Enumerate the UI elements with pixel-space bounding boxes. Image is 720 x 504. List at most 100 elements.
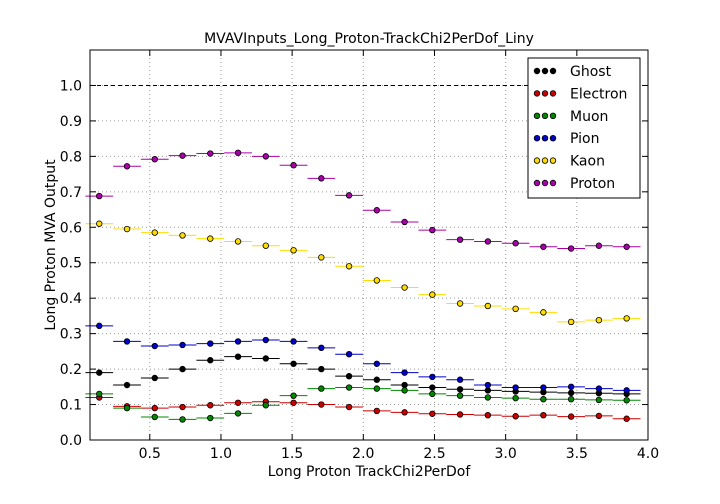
data-point — [207, 340, 214, 347]
data-point — [262, 242, 269, 249]
data-point — [96, 220, 103, 227]
legend-marker — [549, 157, 557, 164]
data-point — [373, 207, 381, 214]
data-point — [207, 235, 214, 242]
data-point — [512, 413, 519, 420]
y-tick-label: 0.8 — [60, 149, 82, 165]
data-point — [540, 396, 547, 403]
series-proton — [85, 149, 641, 252]
data-point — [123, 225, 131, 233]
legend-item-pion: Pion — [533, 131, 599, 147]
data-point — [318, 385, 325, 392]
legend-item-muon: Muon — [533, 109, 608, 125]
data-point — [290, 399, 297, 406]
series-layer — [85, 149, 641, 423]
x-tick-label: 2.5 — [423, 446, 445, 462]
data-point — [290, 392, 297, 399]
data-point — [373, 385, 381, 392]
legend-marker — [533, 112, 541, 119]
legend-marker — [533, 179, 541, 187]
data-point — [595, 412, 603, 420]
data-point — [512, 305, 519, 313]
data-point — [179, 341, 186, 349]
legend-item-proton: Proton — [533, 176, 615, 192]
data-point — [429, 226, 436, 234]
data-point — [318, 344, 325, 352]
data-point — [179, 365, 186, 373]
data-point — [123, 404, 131, 412]
data-point — [484, 302, 492, 310]
data-point — [540, 309, 547, 316]
series-muon — [85, 384, 641, 423]
y-tick-label: 0.5 — [60, 256, 82, 272]
series-electron — [85, 394, 641, 422]
legend-marker — [541, 157, 549, 164]
data-point — [595, 396, 603, 404]
legend-marker — [549, 112, 557, 119]
data-point — [595, 242, 603, 249]
x-tick-label: 2.0 — [352, 446, 374, 462]
data-point — [567, 413, 575, 420]
data-point — [456, 300, 464, 307]
data-point — [567, 396, 575, 403]
data-point — [456, 376, 464, 383]
data-point — [512, 384, 519, 391]
legend-marker — [541, 179, 549, 187]
data-point — [123, 338, 131, 345]
legend-marker — [549, 179, 557, 187]
legend-marker — [541, 134, 549, 142]
legend-marker — [533, 90, 541, 97]
data-point — [401, 218, 408, 226]
legend-marker — [549, 90, 557, 97]
data-point — [595, 385, 603, 392]
data-point — [345, 384, 353, 391]
data-point — [567, 318, 575, 326]
data-point — [401, 369, 408, 376]
data-point — [373, 360, 381, 367]
data-point — [179, 416, 186, 423]
data-point — [567, 389, 575, 397]
y-axis-label: Long Proton MVA Output — [43, 159, 59, 331]
legend-item-kaon: Kaon — [533, 154, 605, 170]
data-point — [318, 365, 325, 373]
data-point — [567, 245, 575, 252]
data-point — [567, 383, 575, 391]
data-point — [96, 322, 103, 330]
y-tick-label: 0.1 — [60, 398, 82, 414]
data-point — [179, 232, 186, 239]
legend-marker — [549, 134, 557, 142]
series-pion — [85, 322, 641, 394]
data-point — [373, 277, 381, 284]
data-point — [290, 162, 297, 169]
x-tick-label: 1.0 — [210, 446, 232, 462]
data-point — [318, 401, 325, 408]
legend-marker — [541, 112, 549, 119]
data-point — [401, 381, 408, 389]
legend-box — [527, 57, 641, 199]
data-point — [429, 373, 436, 381]
data-point — [207, 150, 214, 157]
data-point — [345, 351, 353, 358]
data-point — [401, 387, 408, 394]
data-point — [484, 381, 492, 389]
axis-ticks: 0.5 1.0 1.5 2.0 2.5 3.0 3.5 4.0 0.0 0.1 0.2 0.3 0.4 0… — [60, 50, 659, 462]
legend-label: Proton — [570, 176, 615, 192]
data-point — [290, 360, 297, 367]
data-point — [123, 163, 131, 170]
data-point — [207, 357, 214, 364]
legend-label: Pion — [570, 131, 599, 147]
data-point — [540, 411, 547, 419]
legend-marker — [533, 67, 541, 75]
legend-label: Muon — [570, 109, 608, 125]
data-point — [345, 192, 353, 199]
data-point — [401, 409, 408, 416]
legend-item-electron: Electron — [533, 86, 627, 102]
x-axis-label: Long Proton TrackChi2PerDof — [268, 464, 472, 480]
data-point — [623, 387, 630, 394]
data-point — [456, 386, 464, 393]
data-point — [623, 315, 630, 322]
legend-label: Kaon — [570, 154, 605, 170]
data-point — [623, 243, 630, 250]
data-point — [623, 415, 630, 422]
data-point — [151, 155, 158, 163]
